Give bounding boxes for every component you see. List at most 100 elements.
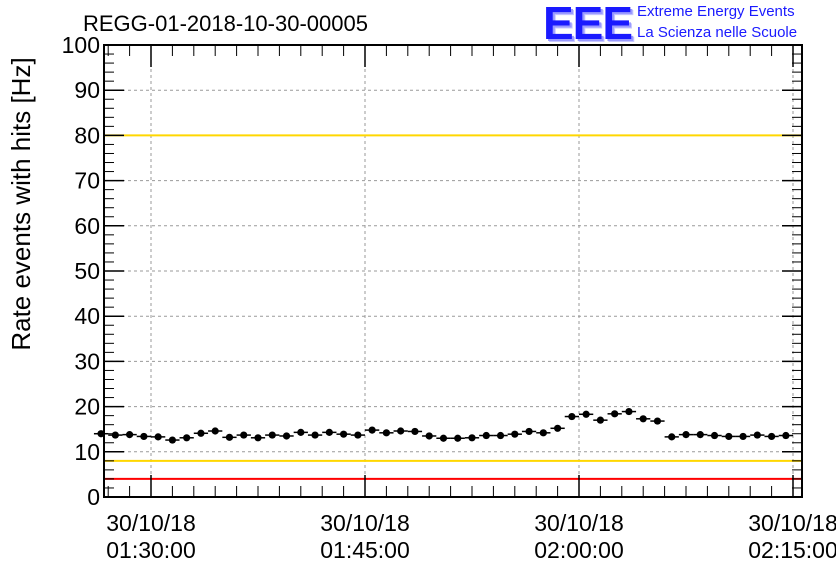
point-marker <box>439 434 448 442</box>
point-marker <box>282 432 291 440</box>
point-marker <box>611 410 619 418</box>
data-point <box>350 431 365 439</box>
point-marker <box>696 431 704 439</box>
point-marker <box>454 434 462 442</box>
data-point <box>365 426 380 434</box>
x-tick-label-time: 01:30:00 <box>106 537 196 563</box>
data-point <box>735 432 751 441</box>
point-marker <box>596 416 605 424</box>
data-points <box>93 407 793 444</box>
data-point <box>407 427 423 436</box>
eee-logo-mark: EEE <box>543 0 633 49</box>
point-marker <box>168 436 176 444</box>
data-point <box>707 431 722 440</box>
y-axis-label: Rate events with hits [Hz] <box>6 57 36 350</box>
data-point <box>393 427 408 435</box>
point-marker <box>140 432 148 441</box>
x-tick-label-time: 02:15:00 <box>748 537 836 563</box>
point-marker <box>211 427 219 435</box>
data-point <box>151 433 166 441</box>
y-tick-label: 70 <box>74 168 100 194</box>
data-point <box>507 430 522 438</box>
point-marker <box>254 434 262 442</box>
data-point <box>307 431 323 439</box>
data-point <box>265 431 280 439</box>
x-tick-label-date: 30/10/18 <box>748 510 836 536</box>
point-marker <box>753 431 761 439</box>
data-point <box>450 434 465 442</box>
data-point <box>436 434 451 442</box>
point-marker <box>682 431 690 439</box>
data-point <box>607 410 622 418</box>
data-point <box>179 434 194 442</box>
point-marker <box>411 427 419 436</box>
data-point <box>636 415 651 423</box>
x-tick-label-date: 30/10/18 <box>534 510 624 536</box>
y-tick-label: 90 <box>74 77 100 103</box>
point-marker <box>397 427 405 435</box>
data-point <box>493 431 508 440</box>
data-point <box>521 427 537 436</box>
data-point <box>208 427 223 435</box>
point-marker <box>525 427 533 436</box>
data-point <box>379 429 394 437</box>
data-point <box>764 432 779 441</box>
data-point <box>479 431 494 440</box>
data-point <box>750 431 765 439</box>
data-point <box>222 433 237 441</box>
point-marker <box>554 424 562 432</box>
data-point <box>122 431 137 439</box>
data-point <box>564 412 579 421</box>
y-tick-label: 0 <box>87 484 100 510</box>
y-tick-label: 60 <box>74 213 100 239</box>
data-point <box>108 431 123 439</box>
point-marker <box>668 433 676 441</box>
y-tick-label: 20 <box>74 394 100 420</box>
point-marker <box>154 433 162 441</box>
x-tick-label-time: 01:45:00 <box>320 537 410 563</box>
y-tick-label: 10 <box>74 439 100 465</box>
point-marker <box>482 431 490 440</box>
logo-line-1: Extreme Energy Events <box>637 3 795 20</box>
point-marker <box>368 426 376 434</box>
point-marker <box>710 431 719 440</box>
point-marker <box>354 431 362 439</box>
data-point <box>293 428 308 436</box>
x-axis-ticks: 30/10/1801:30:0030/10/1801:45:0030/10/18… <box>106 45 836 563</box>
point-marker <box>325 428 333 436</box>
y-tick-label: 40 <box>74 303 100 329</box>
data-point <box>422 432 437 440</box>
data-point <box>250 434 266 442</box>
data-point <box>621 407 637 416</box>
data-point <box>279 432 294 440</box>
point-marker <box>111 431 119 439</box>
point-marker <box>539 429 547 437</box>
data-point <box>721 432 736 441</box>
data-point <box>650 417 665 425</box>
point-marker <box>183 434 191 442</box>
data-point <box>778 431 793 440</box>
logo-line-2: La Scienza nelle Scuole <box>637 24 798 41</box>
data-point <box>664 433 679 441</box>
point-marker <box>739 432 747 441</box>
point-marker <box>582 410 590 418</box>
data-point <box>678 431 694 439</box>
point-marker <box>382 429 390 437</box>
point-marker <box>197 429 205 437</box>
x-tick-label-date: 30/10/18 <box>106 510 196 536</box>
data-point <box>593 416 608 424</box>
point-marker <box>625 407 633 416</box>
data-point <box>550 424 565 432</box>
point-marker <box>639 415 647 423</box>
point-marker <box>511 430 519 438</box>
data-point <box>464 434 480 442</box>
point-marker <box>725 432 733 441</box>
point-marker <box>496 431 505 440</box>
data-point <box>336 430 351 438</box>
point-marker <box>126 431 134 439</box>
data-point <box>236 431 251 439</box>
point-marker <box>653 417 662 425</box>
reference-lines <box>104 44 802 480</box>
x-tick-label-date: 30/10/18 <box>320 510 410 536</box>
